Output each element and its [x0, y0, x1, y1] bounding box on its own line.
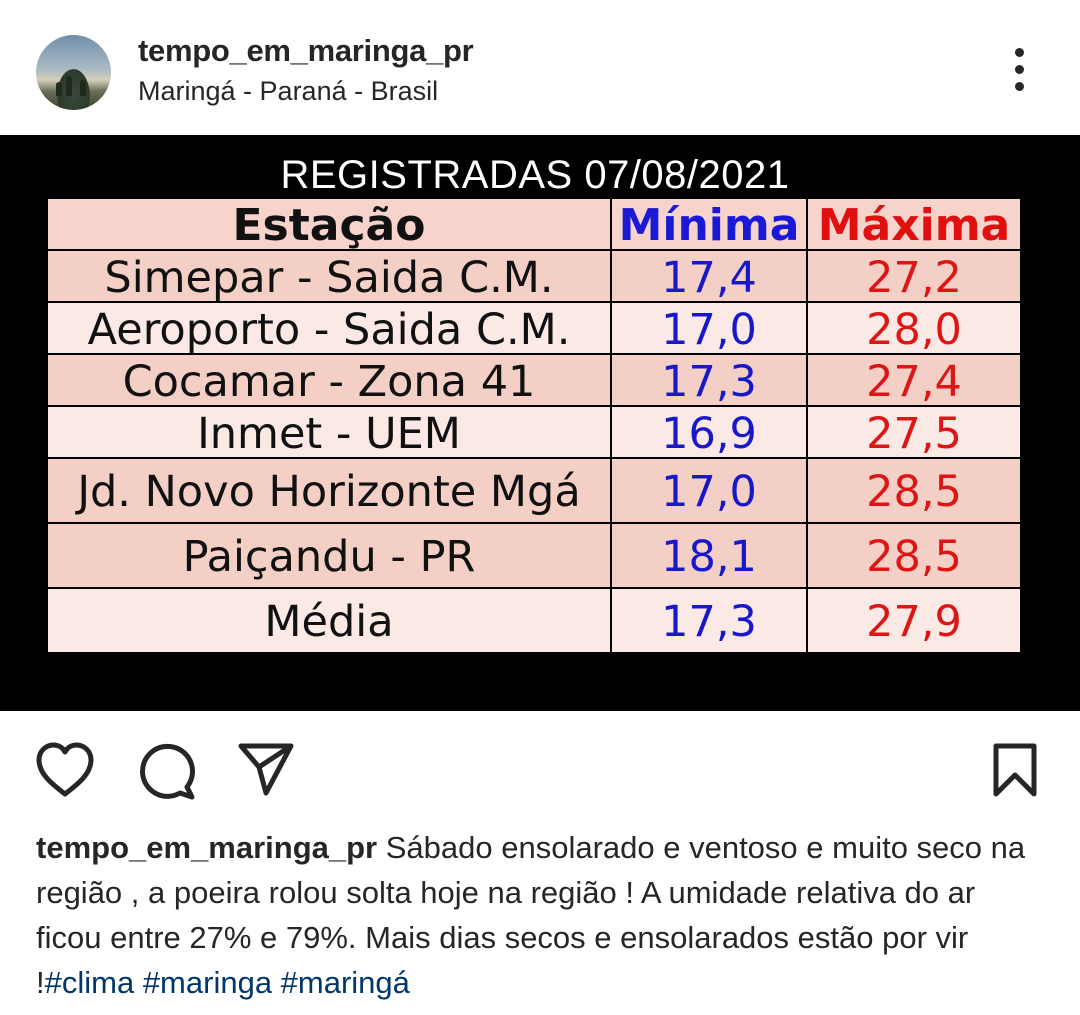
station-cell: Média [46, 587, 612, 654]
post-image[interactable]: REGISTRADAS 07/08/2021 Estação Mínima Má… [0, 135, 1080, 711]
table-row: Paiçandu - PR 18,1 28,5 [46, 522, 1022, 589]
heart-icon[interactable] [34, 741, 96, 799]
table-row: Simepar - Saida C.M. 17,4 27,2 [46, 249, 1022, 303]
caption-text: Sábado ensolarado e ventoso e muito seco… [36, 830, 1026, 1000]
action-bar [0, 711, 1080, 811]
table-row: Inmet - UEM 16,9 27,5 [46, 405, 1022, 459]
temperature-table: Estação Mínima Máxima Simepar - Saida C.… [46, 197, 1022, 654]
min-cell: 17,3 [610, 353, 808, 407]
station-cell: Simepar - Saida C.M. [46, 249, 612, 303]
username-link[interactable]: tempo_em_maringa_pr [138, 33, 474, 68]
table-header-row: Estação Mínima Máxima [46, 197, 1022, 251]
max-cell: 28,5 [806, 522, 1022, 589]
table-row: Aeroporto - Saida C.M. 17,0 28,0 [46, 301, 1022, 355]
max-cell: 27,9 [806, 587, 1022, 654]
max-cell: 28,5 [806, 457, 1022, 524]
avatar[interactable] [36, 35, 111, 110]
station-cell: Inmet - UEM [46, 405, 612, 459]
bookmark-icon[interactable] [990, 741, 1040, 799]
min-cell: 17,0 [610, 457, 808, 524]
max-cell: 27,4 [806, 353, 1022, 407]
table-row: Jd. Novo Horizonte Mgá 17,0 28,5 [46, 457, 1022, 524]
station-cell: Paiçandu - PR [46, 522, 612, 589]
caption-hashtags[interactable]: #clima #maringa #maringá [44, 965, 410, 1000]
table-row: Cocamar - Zona 41 17,3 27,4 [46, 353, 1022, 407]
send-icon[interactable] [236, 741, 296, 797]
caption-username[interactable]: tempo_em_maringa_pr [36, 830, 378, 865]
min-cell: 17,4 [610, 249, 808, 303]
comment-icon[interactable] [135, 741, 197, 801]
post-header: tempo_em_maringa_pr Maringá - Paraná - B… [0, 0, 1080, 135]
station-cell: Aeroporto - Saida C.M. [46, 301, 612, 355]
table-title: REGISTRADAS 07/08/2021 [280, 153, 790, 197]
location-link[interactable]: Maringá - Paraná - Brasil [138, 76, 439, 106]
more-options-icon[interactable] [1004, 48, 1034, 98]
column-header-min: Mínima [610, 197, 808, 251]
min-cell: 17,0 [610, 301, 808, 355]
column-header-max: Máxima [806, 197, 1022, 251]
min-cell: 16,9 [610, 405, 808, 459]
column-header-station: Estação [46, 197, 612, 251]
min-cell: 17,3 [610, 587, 808, 654]
max-cell: 27,5 [806, 405, 1022, 459]
post-caption: tempo_em_maringa_pr Sábado ensolarado e … [36, 825, 1046, 1005]
max-cell: 28,0 [806, 301, 1022, 355]
station-cell: Jd. Novo Horizonte Mgá [46, 457, 612, 524]
table-row-average: Média 17,3 27,9 [46, 587, 1022, 654]
min-cell: 18,1 [610, 522, 808, 589]
station-cell: Cocamar - Zona 41 [46, 353, 612, 407]
max-cell: 27,2 [806, 249, 1022, 303]
